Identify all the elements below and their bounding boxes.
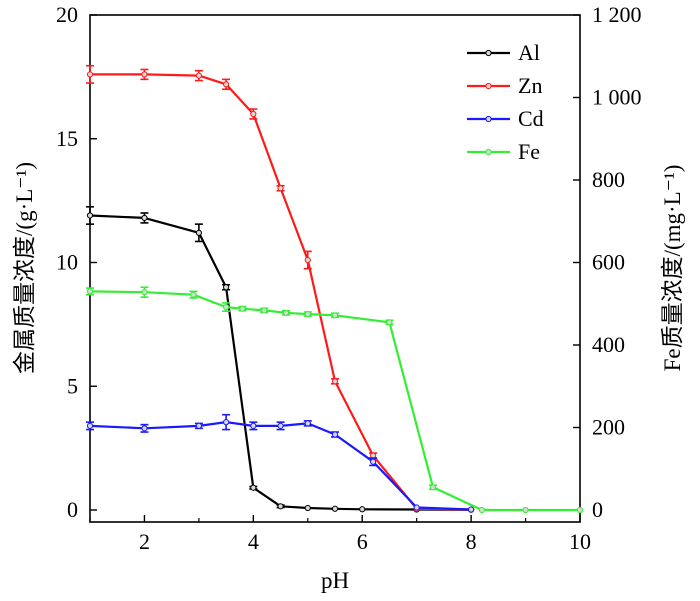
- left-y-tick-label: 20: [56, 2, 78, 27]
- data-point: [141, 214, 148, 222]
- data-point: [331, 431, 339, 438]
- series-cd: [86, 413, 475, 513]
- right-y-tick-label: 600: [592, 250, 625, 275]
- left-y-tick-label: 15: [56, 126, 78, 151]
- data-point: [576, 506, 584, 514]
- data-point: [277, 185, 284, 192]
- data-point: [190, 291, 197, 298]
- left-y-tick-label: 0: [67, 497, 78, 522]
- data-point: [478, 506, 486, 514]
- data-point: [468, 506, 475, 513]
- legend-item-zn: Zn: [467, 73, 542, 98]
- data-point: [141, 425, 148, 432]
- data-point: [413, 504, 420, 511]
- data-point: [86, 212, 94, 219]
- left-y-tick-label: 10: [56, 250, 78, 275]
- data-point: [86, 71, 94, 78]
- legend-label: Al: [518, 40, 540, 65]
- data-point: [195, 422, 202, 429]
- plot-frame: [89, 14, 581, 523]
- data-point: [304, 310, 311, 318]
- data-point: [522, 506, 529, 514]
- x-tick-label: 10: [569, 529, 591, 554]
- data-point: [304, 256, 311, 264]
- data-point: [223, 303, 230, 311]
- right-y-tick-label: 1 200: [592, 2, 642, 27]
- legend-label: Fe: [518, 139, 540, 164]
- data-point: [223, 81, 230, 88]
- legend-marker: [485, 148, 492, 156]
- data-point: [277, 503, 284, 510]
- series-al: [86, 206, 475, 513]
- data-point: [429, 484, 437, 491]
- data-point: [195, 72, 202, 79]
- x-tick-label: 2: [139, 529, 150, 554]
- series-line-al: [89, 214, 472, 511]
- legend-marker: [485, 49, 492, 57]
- series-layer: [86, 64, 584, 514]
- data-point: [223, 284, 230, 291]
- data-point: [304, 420, 311, 427]
- data-point: [370, 458, 377, 465]
- right-y-tick-label: 0: [592, 497, 603, 522]
- x-tick-label: 6: [357, 529, 368, 554]
- legend: Al Zn Cd Fe: [467, 40, 544, 164]
- data-point: [223, 419, 230, 426]
- legend-marker: [485, 115, 492, 123]
- data-point: [141, 289, 148, 296]
- series-line-cd: [89, 421, 472, 511]
- legend-marker: [485, 82, 492, 90]
- right-y-tick-label: 400: [592, 332, 625, 357]
- data-point: [250, 484, 257, 491]
- x-axis-title: pH: [321, 568, 349, 593]
- right-y-tick-label: 800: [592, 167, 625, 192]
- series-line-fe: [89, 290, 580, 512]
- legend-label: Zn: [518, 73, 542, 98]
- data-point: [282, 309, 290, 316]
- series-fe: [86, 286, 584, 514]
- legend-label: Cd: [518, 106, 544, 131]
- data-point: [250, 110, 257, 118]
- data-point: [141, 71, 148, 78]
- data-point: [261, 307, 268, 314]
- legend-item-fe: Fe: [467, 139, 540, 164]
- data-point: [277, 422, 284, 429]
- legend-item-al: Al: [467, 40, 540, 65]
- legend-item-cd: Cd: [467, 106, 544, 131]
- data-point: [304, 504, 311, 512]
- data-point: [195, 229, 202, 236]
- data-point: [331, 312, 339, 319]
- data-point: [386, 319, 393, 326]
- right-y-axis-title: Fe质量浓度/(mg·L⁻¹): [660, 165, 685, 372]
- left-y-tick-label: 5: [67, 373, 78, 398]
- x-tick-label: 8: [466, 529, 477, 554]
- x-tick-label: 4: [248, 529, 259, 554]
- right-y-tick-label: 1 000: [592, 85, 642, 110]
- data-point: [331, 378, 339, 385]
- right-y-tick-label: 200: [592, 415, 625, 440]
- data-point: [86, 288, 94, 295]
- data-point: [86, 422, 94, 429]
- data-point: [239, 305, 246, 312]
- data-point: [250, 422, 257, 429]
- left-y-axis-title: 金属质量浓度/(g·L⁻¹): [12, 162, 37, 374]
- data-point: [359, 506, 366, 513]
- data-point: [331, 505, 339, 512]
